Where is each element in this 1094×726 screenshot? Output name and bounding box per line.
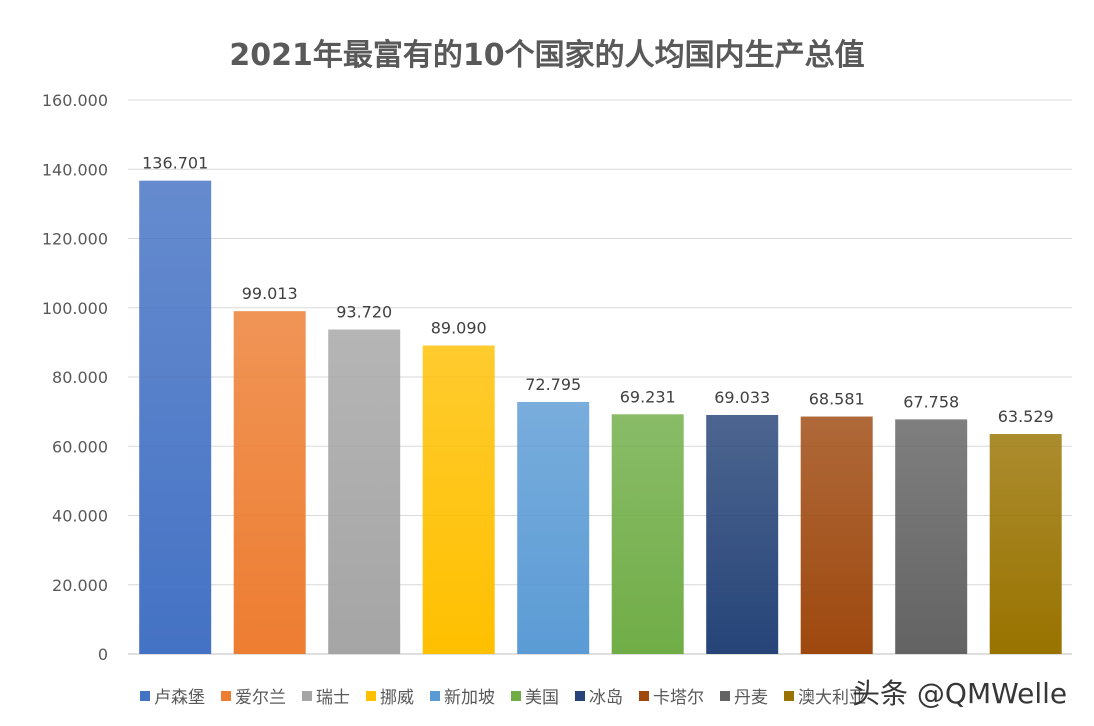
legend-item: 澳大利亚 (784, 683, 866, 708)
legend-label: 澳大利亚 (798, 688, 866, 708)
data-label: 69.033 (714, 388, 770, 407)
bar-瑞士 (328, 329, 401, 654)
legend-item: 卡塔尔 (639, 683, 704, 708)
legend-label: 卢森堡 (154, 688, 205, 708)
chart-title: 2021年最富有的10个国家的人均国内生产总值 (229, 38, 865, 73)
data-label: 89.090 (431, 319, 487, 338)
bar-卢森堡 (139, 180, 212, 654)
y-tick-label: 100.000 (42, 299, 108, 318)
legend: 卢森堡 爱尔兰 瑞士 挪威 新加坡 美国 冰岛 卡塔尔 丹麦 澳大利亚 (140, 683, 866, 708)
legend-item: 冰岛 (575, 683, 623, 708)
legend-label: 爱尔兰 (235, 688, 286, 708)
legend-label: 挪威 (380, 688, 414, 708)
data-label: 69.231 (620, 387, 676, 406)
bar-冰岛 (706, 414, 779, 654)
legend-swatch (302, 690, 312, 701)
legend-item: 丹麦 (720, 683, 768, 708)
data-label: 136.701 (142, 154, 208, 173)
data-label: 72.795 (525, 375, 581, 394)
bar-丹麦 (895, 419, 968, 654)
y-tick-label: 140.000 (42, 160, 108, 179)
y-tick-label: 40.000 (52, 507, 108, 526)
y-tick-label: 20.000 (52, 576, 108, 595)
data-label: 67.758 (903, 392, 959, 411)
legend-swatch (511, 690, 521, 701)
legend-item: 爱尔兰 (221, 683, 286, 708)
legend-swatch (720, 690, 730, 701)
y-tick-label: 160.000 (42, 91, 108, 110)
bar-挪威 (422, 345, 495, 654)
y-tick-label: 0 (98, 645, 108, 664)
legend-swatch (366, 690, 376, 701)
legend-item: 美国 (511, 683, 559, 708)
legend-swatch (430, 690, 440, 701)
bar-卡塔尔 (800, 416, 873, 654)
data-label: 63.529 (998, 407, 1054, 426)
y-tick-label: 80.000 (52, 368, 108, 387)
legend-label: 新加坡 (444, 688, 495, 708)
legend-label: 冰岛 (589, 688, 623, 708)
bar-爱尔兰 (233, 311, 306, 654)
legend-item: 挪威 (366, 683, 414, 708)
legend-swatch (140, 690, 150, 701)
legend-item: 卢森堡 (140, 683, 205, 708)
legend-label: 美国 (525, 688, 559, 708)
bar-美国 (611, 414, 684, 654)
legend-label: 瑞士 (316, 688, 350, 708)
bar-澳大利亚 (989, 434, 1062, 654)
legend-item: 瑞士 (302, 683, 350, 708)
legend-label: 卡塔尔 (653, 688, 704, 708)
data-label: 93.720 (336, 302, 392, 321)
legend-swatch (575, 690, 585, 701)
legend-item: 新加坡 (430, 683, 495, 708)
y-tick-label: 120.000 (42, 230, 108, 249)
legend-swatch (221, 690, 231, 701)
legend-label: 丹麦 (734, 688, 768, 708)
legend-swatch (639, 690, 649, 701)
y-tick-label: 60.000 (52, 437, 108, 456)
legend-swatch (784, 690, 794, 701)
watermark: 头条 @QMWelle (852, 677, 1068, 710)
data-label: 68.581 (809, 390, 865, 409)
bar-新加坡 (517, 401, 590, 654)
data-label: 99.013 (242, 284, 298, 303)
